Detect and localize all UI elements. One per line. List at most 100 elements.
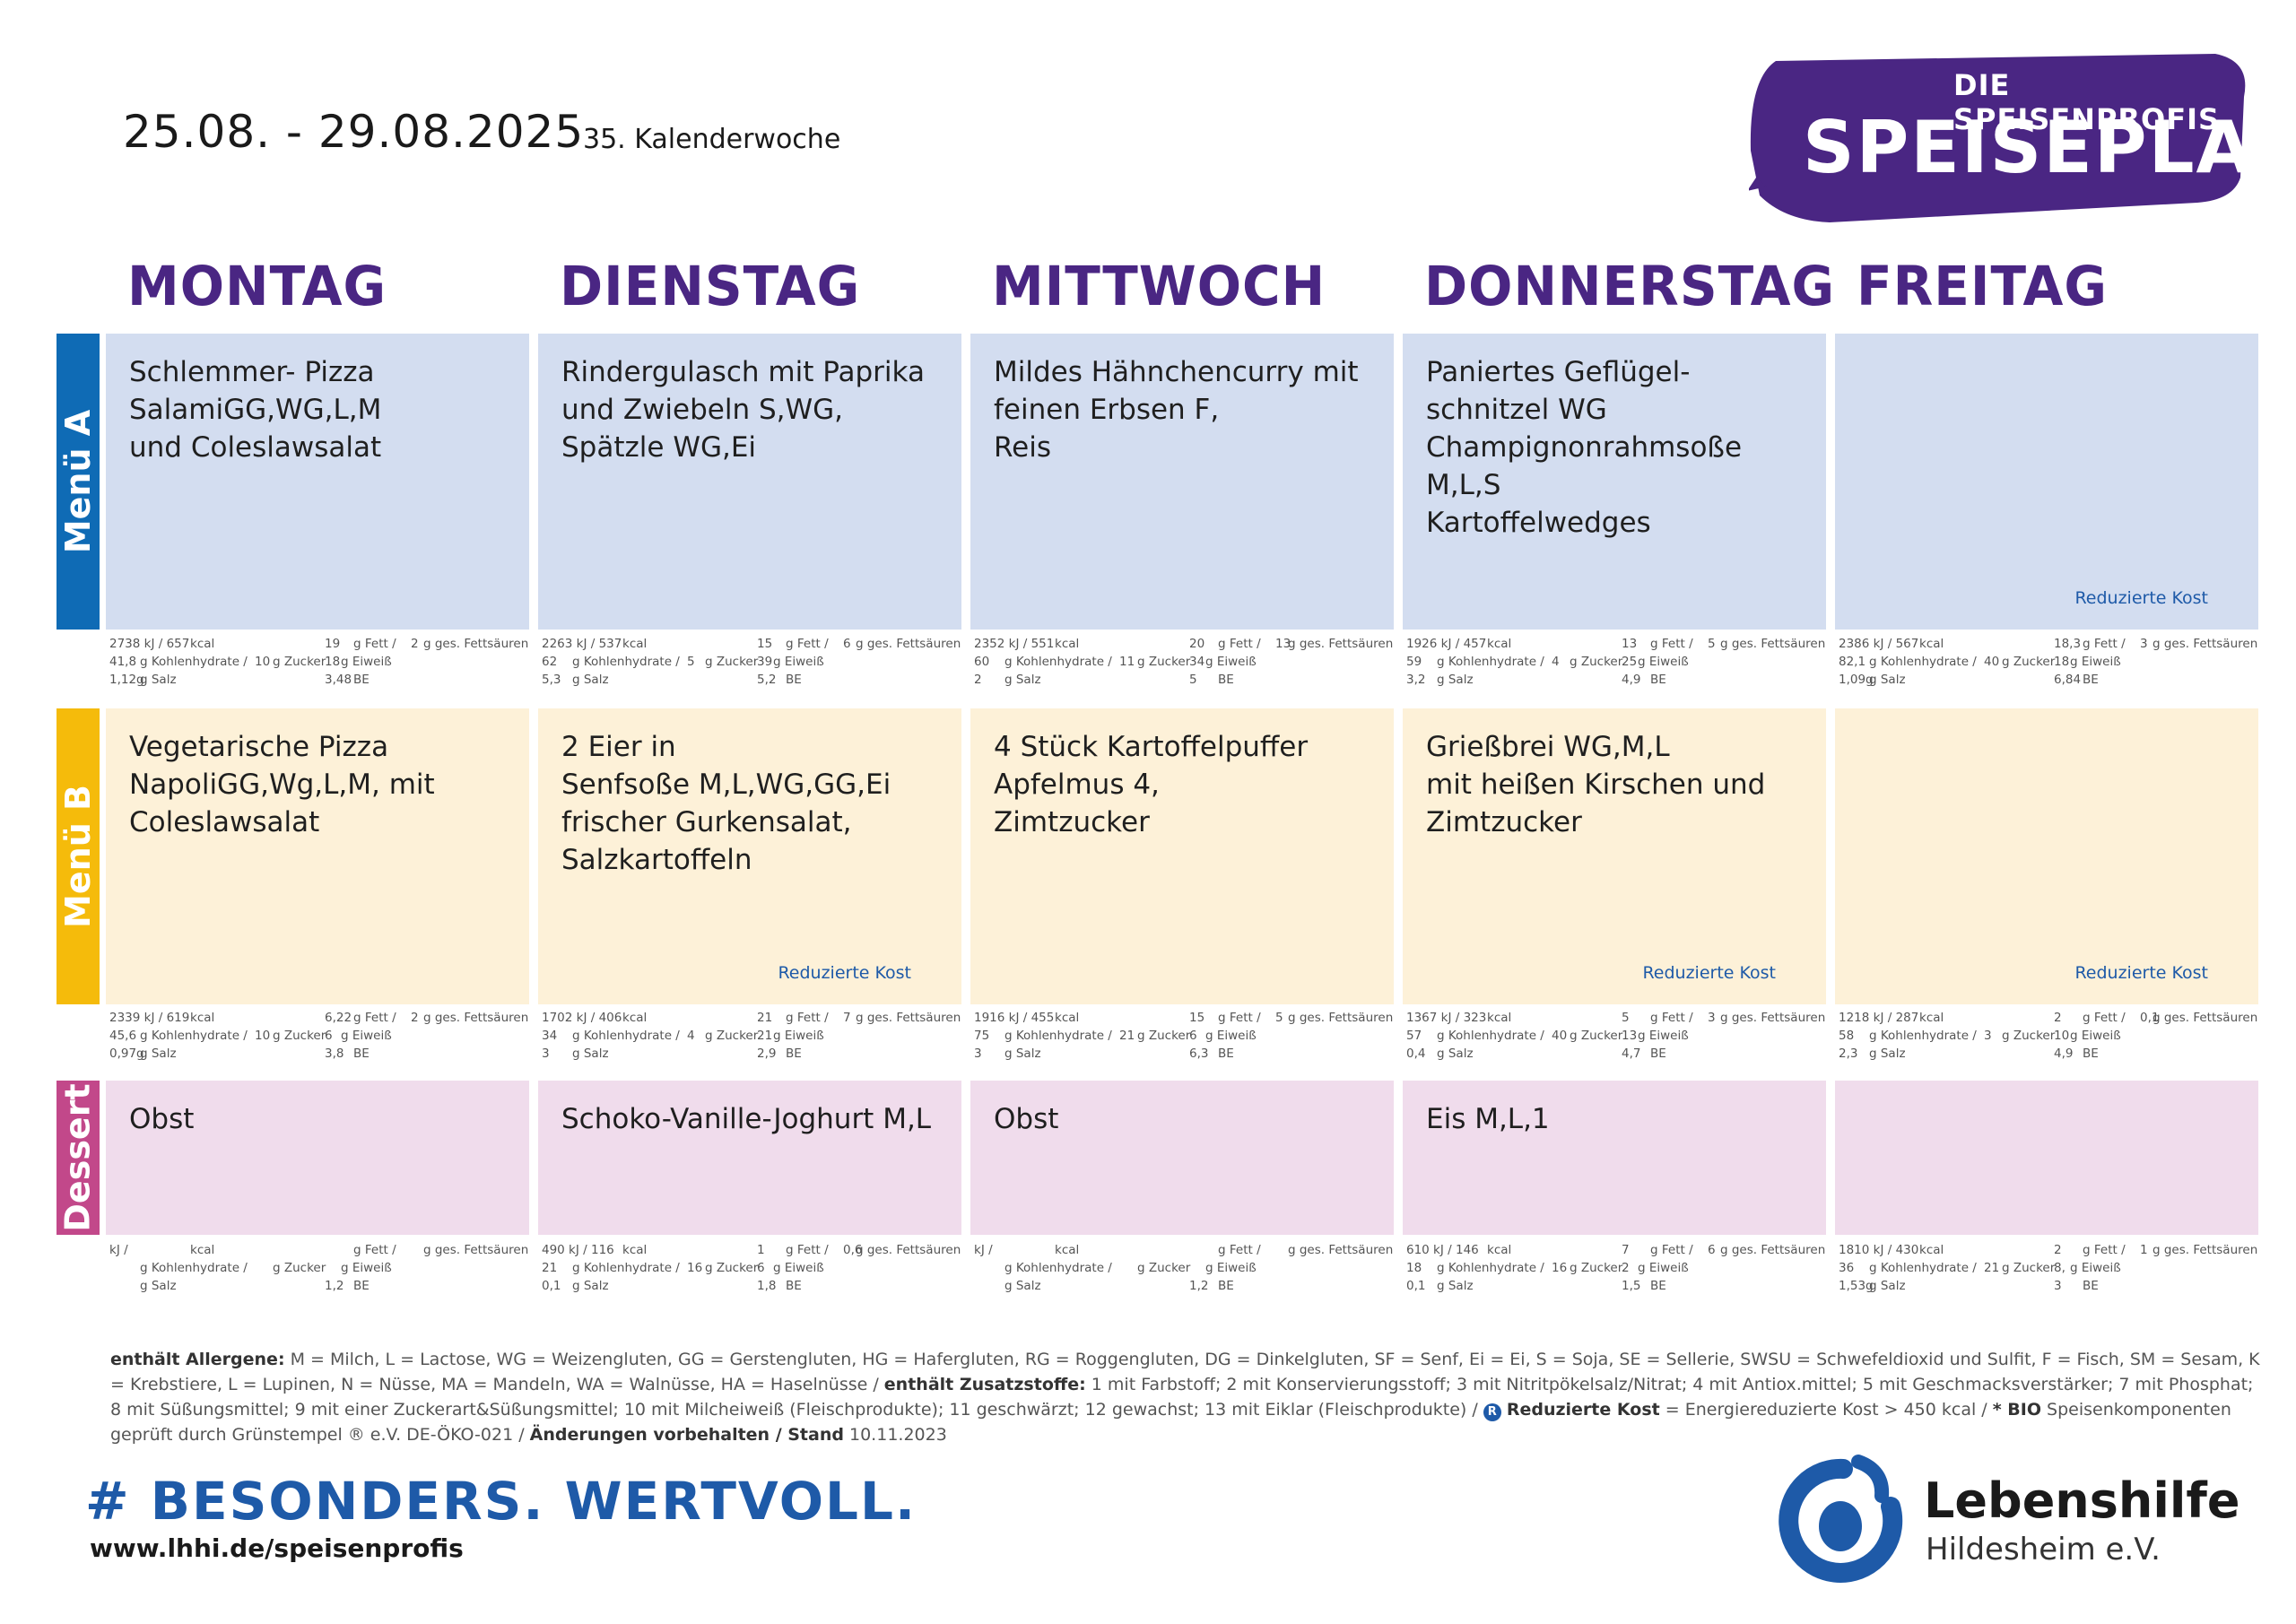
reduced-kost-label: Reduzierte Kost	[778, 963, 911, 983]
nut-kh: 34	[542, 1029, 558, 1043]
menu-cell: Schlemmer- Pizza SalamiGG,WG,L,M und Col…	[106, 334, 529, 630]
nut-salz-label: g Salz	[1004, 1279, 1041, 1293]
org-name: Lebenshilfe	[1924, 1472, 2240, 1529]
nut-kcal-label: kcal	[1919, 637, 1944, 651]
nut-eiweiss-label: g Eiweiß	[1638, 1261, 1689, 1275]
nut-salz-label: g Salz	[1869, 673, 1906, 687]
nut-fett: 13	[1622, 637, 1638, 651]
nut-eiweiss-label: g Eiweiß	[2070, 655, 2121, 669]
nut-zucker-label: g Zucker	[1570, 655, 1623, 669]
nut-kh-label: g Kohlenhydrate /	[1004, 1029, 1112, 1043]
nut-gfat: 7	[843, 1011, 851, 1025]
menu-cell: 4 Stück Kartoffelpuffer Apfelmus 4, Zimt…	[970, 708, 1394, 1004]
speiseplan-logo: DIE SPEISENPROFIS SPEISEPLAN	[1749, 43, 2296, 222]
nut-be: 2,9	[757, 1046, 777, 1061]
nut-kcal-label: kcal	[1919, 1011, 1944, 1025]
nut-eiweiss-label: g Eiweiß	[1205, 1029, 1257, 1043]
nut-kj: 2339 kJ / 619	[109, 1011, 190, 1025]
day-header: MONTAG	[127, 254, 387, 318]
nut-fett-label: g Fett /	[1650, 1011, 1693, 1025]
nutrition-info: kJ / kcal g Fett / g ges. Fettsäuren g Kohle…	[109, 1241, 533, 1298]
nut-kh: 36	[1839, 1261, 1855, 1275]
nut-kh: 62	[542, 655, 558, 669]
nut-be-label: BE	[1650, 1279, 1666, 1293]
nut-eiweiss: 18	[325, 655, 341, 669]
menu-cell: Paniertes Geflügel- schnitzel WG Champig…	[1403, 334, 1826, 630]
allergen-text: M = Milch, L = Lactose, WG = Weizenglute…	[110, 1350, 2260, 1394]
nut-kj: 2738 kJ / 657	[109, 637, 190, 651]
nut-zucker: 16	[1552, 1261, 1568, 1275]
nut-be-label: BE	[353, 1046, 370, 1061]
nut-fett-label: g Fett /	[1218, 637, 1261, 651]
nut-gfat: 6	[1708, 1243, 1716, 1257]
nutrition-info: kJ / kcal g Fett / g ges. Fettsäuren g Kohle…	[974, 1241, 1397, 1298]
dish-text: Rindergulasch mit Paprika und Zwiebeln S…	[561, 356, 925, 464]
nut-fett: 21	[757, 1011, 773, 1025]
nut-eiweiss: 25	[1622, 655, 1638, 669]
nut-kh-label: g Kohlenhydrate /	[572, 1029, 680, 1043]
nut-eiweiss: 34	[1189, 655, 1205, 669]
nut-kh-label: g Kohlenhydrate /	[1004, 655, 1112, 669]
nut-kh: 82,1	[1839, 655, 1866, 669]
nut-fett: 2	[2054, 1243, 2062, 1257]
reduced-badge-icon: R	[1483, 1403, 1501, 1421]
nut-salz: 0,97g	[109, 1046, 144, 1061]
nut-fett: 19	[325, 637, 341, 651]
nut-salz-label: g Salz	[1004, 673, 1041, 687]
nutrition-info: 2738 kJ / 657 kcal 19 g Fett / 2 g ges. Fetts…	[109, 635, 533, 692]
website-link[interactable]: www.lhhi.de/speisenprofis	[90, 1533, 464, 1563]
nut-kh-label: g Kohlenhydrate /	[1869, 655, 1977, 669]
nut-eiweiss: 21	[757, 1029, 773, 1043]
hashtag: # BESONDERS. WERTVOLL.	[85, 1471, 917, 1532]
nut-eiweiss-label: g Eiweiß	[773, 1261, 824, 1275]
nut-gfat: 3	[1708, 1011, 1716, 1025]
nut-zucker-label: g Zucker	[2002, 1029, 2056, 1043]
additive-title: enthält Zusatzstoffe:	[883, 1375, 1086, 1394]
day-header: FREITAG	[1857, 254, 2109, 318]
nut-fett: 15	[1189, 1011, 1205, 1025]
nut-fett-label: g Fett /	[353, 637, 396, 651]
nut-salz-label: g Salz	[1437, 1279, 1474, 1293]
menu-cell: Rindergulasch mit Paprika und Zwiebeln S…	[538, 334, 961, 630]
nut-kh-label: g Kohlenhydrate /	[1437, 1029, 1544, 1043]
nut-kj: 1218 kJ / 287	[1839, 1011, 1919, 1025]
nut-zucker: 21	[1984, 1261, 2000, 1275]
nut-kh-label: g Kohlenhydrate /	[140, 1261, 248, 1275]
nut-gfat: 5	[1275, 1011, 1283, 1025]
nut-kj: 2386 kJ / 567	[1839, 637, 1919, 651]
nut-salz: 3	[542, 1046, 550, 1061]
nut-salz: 3,2	[1406, 673, 1426, 687]
nut-zucker-label: g Zucker	[705, 655, 759, 669]
nut-salz-label: g Salz	[1004, 1046, 1041, 1061]
nut-be: 5,2	[757, 673, 777, 687]
nut-salz: 3	[974, 1046, 982, 1061]
nutrition-info: 2263 kJ / 537 kcal 15 g Fett / 6 g ges. Fetts…	[542, 635, 965, 692]
dish-text: Obst	[129, 1103, 195, 1135]
dish-text: 4 Stück Kartoffelpuffer Apfelmus 4, Zimt…	[994, 731, 1309, 838]
day-header: DIENSTAG	[560, 254, 861, 318]
nut-kcal-label: kcal	[1055, 1243, 1080, 1257]
nut-gfat-label: g ges. Fettsäuren	[423, 1243, 529, 1257]
nut-kj: 1926 kJ / 457	[1406, 637, 1487, 651]
nut-kh-label: g Kohlenhydrate /	[1869, 1029, 1977, 1043]
nut-salz: 2	[974, 673, 982, 687]
nut-kh-label: g Kohlenhydrate /	[1869, 1261, 1977, 1275]
nut-eiweiss-label: g Eiweiß	[1638, 1029, 1689, 1043]
menu-cell: Schoko-Vanille-Joghurt M,L	[538, 1081, 961, 1235]
nut-salz: 0,1	[542, 1279, 561, 1293]
nut-be: 3,8	[325, 1046, 344, 1061]
nut-kh: 60	[974, 655, 990, 669]
nut-be-label: BE	[353, 673, 370, 687]
nut-fett: 20	[1189, 637, 1205, 651]
nut-fett-label: g Fett /	[786, 1243, 829, 1257]
nut-be: 3	[2054, 1279, 2062, 1293]
brush-banner-icon	[1749, 54, 2246, 222]
nutrition-info: 1218 kJ / 287 kcal 2 g Fett / 0,1 g ges. Fett…	[1839, 1009, 2262, 1066]
nut-gfat-label: g ges. Fettsäuren	[1288, 1243, 1394, 1257]
nut-kcal-label: kcal	[622, 637, 648, 651]
nut-zucker-label: g Zucker	[1137, 1261, 1191, 1275]
nutrition-info: 2352 kJ / 551 kcal 20 g Fett / 13 g ges. Fett…	[974, 635, 1397, 692]
nut-kcal-label: kcal	[1487, 637, 1512, 651]
allergen-title: enthält Allergene:	[110, 1350, 285, 1369]
calendar-week: 35. Kalenderwoche	[583, 124, 841, 155]
